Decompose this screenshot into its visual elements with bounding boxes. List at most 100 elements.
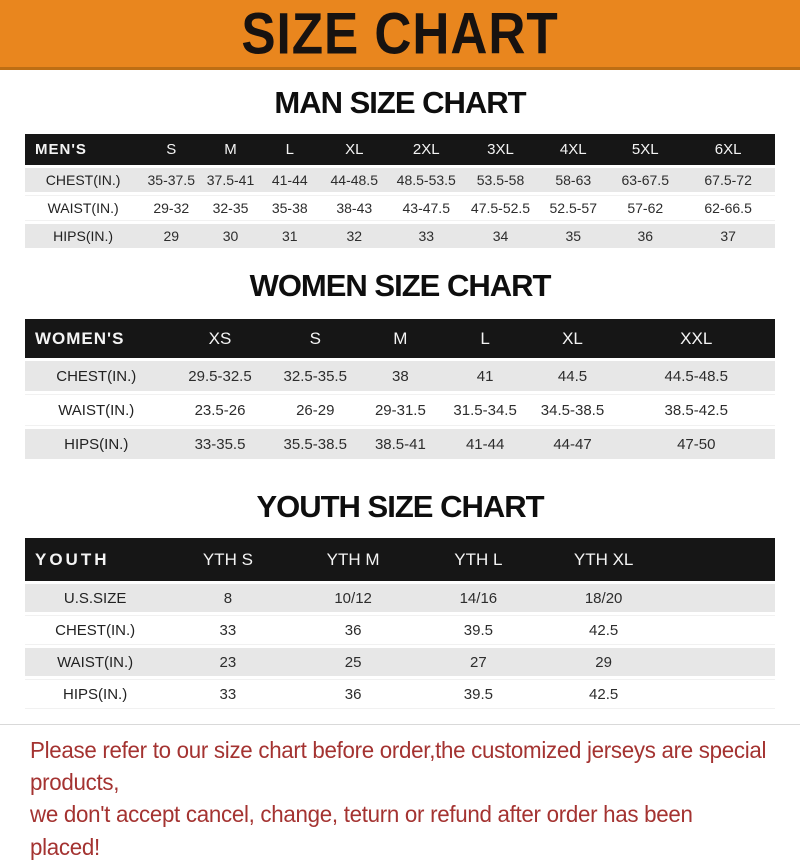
men-table-label: MEN'S — [25, 134, 142, 165]
row-label: HIPS(IN.) — [25, 224, 142, 248]
women-hips-row: HIPS(IN.) 33-35.5 35.5-38.5 38.5-41 41-4… — [25, 429, 775, 459]
men-col-header: S — [141, 134, 202, 165]
size-cell: 23 — [165, 648, 291, 676]
row-label: CHEST(IN.) — [25, 361, 168, 391]
size-cell: 62-66.5 — [681, 195, 775, 221]
women-col-header: XXL — [617, 319, 775, 358]
size-cell: 29-31.5 — [358, 394, 443, 426]
size-chart-banner: SIZE CHART — [0, 0, 800, 70]
size-cell: 44.5 — [527, 361, 618, 391]
row-label: U.S.SIZE — [25, 584, 166, 612]
men-header-row: MEN'S S M L XL 2XL 3XL 4XL 5XL 6XL — [25, 134, 775, 165]
size-cell: 33 — [165, 615, 291, 645]
row-label: CHEST(IN.) — [25, 168, 142, 192]
size-cell: 35-38 — [259, 195, 320, 221]
size-cell: 34.5-38.5 — [527, 394, 618, 426]
women-col-header: XS — [167, 319, 273, 358]
men-hips-row: HIPS(IN.) 29 30 31 32 33 34 35 36 37 — [25, 224, 775, 248]
size-cell: 31 — [259, 224, 320, 248]
size-cell: 29 — [541, 648, 667, 676]
size-cell: 41-44 — [442, 429, 528, 459]
row-label: HIPS(IN.) — [25, 429, 168, 459]
youth-col-header: YTH L — [415, 538, 541, 581]
men-col-header: M — [201, 134, 260, 165]
size-cell: 33 — [165, 679, 291, 709]
women-size-table: WOMEN'S XS S M L XL XXL CHEST(IN.) 29.5-… — [25, 316, 775, 462]
size-cell: 36 — [290, 615, 416, 645]
row-label: HIPS(IN.) — [25, 679, 166, 709]
women-col-header: S — [272, 319, 358, 358]
men-col-header: L — [259, 134, 320, 165]
row-label: WAIST(IN.) — [25, 394, 168, 426]
size-cell: 27 — [415, 648, 541, 676]
size-cell: 34 — [463, 224, 538, 248]
size-cell: 53.5-58 — [463, 168, 538, 192]
man-section-heading: MAN SIZE CHART — [274, 85, 526, 120]
size-cell: 52.5-57 — [537, 195, 610, 221]
banner-title: SIZE CHART — [241, 1, 559, 66]
size-cell: 33-35.5 — [167, 429, 273, 459]
size-cell: 18/20 — [541, 584, 667, 612]
men-col-header: XL — [319, 134, 389, 165]
size-cell: 44-47 — [527, 429, 618, 459]
empty-cell — [666, 679, 775, 709]
row-label: WAIST(IN.) — [25, 195, 142, 221]
youth-header-row: YOUTH YTH S YTH M YTH L YTH XL — [25, 538, 775, 581]
size-cell: 63-67.5 — [609, 168, 682, 192]
disclaimer-line-1: Please refer to our size chart before or… — [30, 737, 767, 796]
men-size-table: MEN'S S M L XL 2XL 3XL 4XL 5XL 6XL CHEST… — [25, 131, 775, 251]
size-cell: 37.5-41 — [201, 168, 260, 192]
men-col-header: 6XL — [681, 134, 775, 165]
size-cell: 58-63 — [537, 168, 610, 192]
youth-waist-row: WAIST(IN.) 23 25 27 29 — [25, 648, 775, 676]
size-cell: 41-44 — [259, 168, 320, 192]
women-col-header: L — [442, 319, 528, 358]
size-cell: 36 — [290, 679, 416, 709]
youth-chest-row: CHEST(IN.) 33 36 39.5 42.5 — [25, 615, 775, 645]
women-col-header: M — [358, 319, 443, 358]
youth-hips-row: HIPS(IN.) 33 36 39.5 42.5 — [25, 679, 775, 709]
size-cell: 35 — [537, 224, 610, 248]
size-cell: 38 — [358, 361, 443, 391]
size-cell: 48.5-53.5 — [388, 168, 464, 192]
size-cell: 32.5-35.5 — [272, 361, 358, 391]
size-cell: 42.5 — [541, 615, 667, 645]
men-col-header: 5XL — [609, 134, 682, 165]
size-cell: 38-43 — [319, 195, 389, 221]
size-cell: 25 — [290, 648, 416, 676]
women-header-row: WOMEN'S XS S M L XL XXL — [25, 319, 775, 358]
size-cell: 29-32 — [141, 195, 202, 221]
size-cell: 44.5-48.5 — [617, 361, 775, 391]
row-label: WAIST(IN.) — [25, 648, 166, 676]
youth-col-header: YTH M — [290, 538, 416, 581]
size-cell: 47-50 — [617, 429, 775, 459]
size-cell: 35.5-38.5 — [272, 429, 358, 459]
size-cell: 14/16 — [415, 584, 541, 612]
disclaimer-line-2: we don't accept cancel, change, teturn o… — [30, 801, 693, 860]
size-cell: 67.5-72 — [681, 168, 775, 192]
size-cell: 43-47.5 — [388, 195, 464, 221]
men-col-header: 2XL — [388, 134, 464, 165]
size-cell: 10/12 — [290, 584, 416, 612]
size-cell: 23.5-26 — [167, 394, 273, 426]
men-col-header: 3XL — [463, 134, 538, 165]
youth-col-header: YTH XL — [541, 538, 667, 581]
size-cell: 37 — [681, 224, 775, 248]
youth-section-heading: YOUTH SIZE CHART — [256, 489, 544, 524]
men-col-header: 4XL — [537, 134, 610, 165]
men-waist-row: WAIST(IN.) 29-32 32-35 35-38 38-43 43-47… — [25, 195, 775, 221]
size-cell: 36 — [609, 224, 682, 248]
empty-cell — [666, 615, 775, 645]
youth-ussize-row: U.S.SIZE 8 10/12 14/16 18/20 — [25, 584, 775, 612]
size-cell: 32-35 — [201, 195, 260, 221]
size-cell: 42.5 — [541, 679, 667, 709]
size-cell: 32 — [319, 224, 389, 248]
youth-col-header: YTH S — [165, 538, 291, 581]
size-cell: 38.5-41 — [358, 429, 443, 459]
size-cell: 31.5-34.5 — [442, 394, 528, 426]
size-cell: 44-48.5 — [319, 168, 389, 192]
size-cell: 47.5-52.5 — [463, 195, 538, 221]
women-waist-row: WAIST(IN.) 23.5-26 26-29 29-31.5 31.5-34… — [25, 394, 775, 426]
row-label: CHEST(IN.) — [25, 615, 166, 645]
size-cell: 29.5-32.5 — [167, 361, 273, 391]
